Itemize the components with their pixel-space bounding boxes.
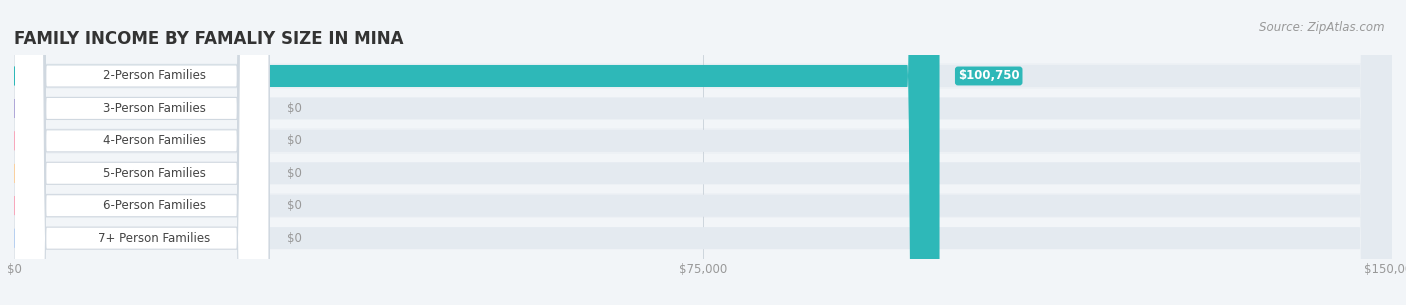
Text: 2-Person Families: 2-Person Families [103, 70, 205, 82]
Text: $0: $0 [287, 167, 302, 180]
FancyBboxPatch shape [14, 0, 1392, 305]
FancyBboxPatch shape [13, 161, 1393, 186]
FancyBboxPatch shape [14, 0, 939, 305]
FancyBboxPatch shape [14, 0, 269, 305]
FancyBboxPatch shape [14, 0, 1392, 305]
FancyBboxPatch shape [14, 0, 1392, 305]
FancyBboxPatch shape [13, 96, 1393, 121]
FancyBboxPatch shape [13, 128, 1393, 153]
FancyBboxPatch shape [14, 0, 269, 305]
Text: FAMILY INCOME BY FAMALIY SIZE IN MINA: FAMILY INCOME BY FAMALIY SIZE IN MINA [14, 30, 404, 48]
FancyBboxPatch shape [13, 193, 1393, 218]
Text: $0: $0 [287, 135, 302, 147]
FancyBboxPatch shape [13, 63, 1393, 89]
FancyBboxPatch shape [14, 0, 1392, 305]
Text: $0: $0 [287, 199, 302, 212]
FancyBboxPatch shape [14, 0, 269, 305]
Text: 5-Person Families: 5-Person Families [103, 167, 205, 180]
FancyBboxPatch shape [14, 0, 269, 305]
FancyBboxPatch shape [14, 0, 269, 305]
Text: 6-Person Families: 6-Person Families [103, 199, 205, 212]
FancyBboxPatch shape [14, 0, 269, 305]
Text: $0: $0 [287, 232, 302, 245]
FancyBboxPatch shape [14, 0, 1392, 305]
Text: 7+ Person Families: 7+ Person Families [98, 232, 211, 245]
FancyBboxPatch shape [14, 0, 1392, 305]
Text: $100,750: $100,750 [957, 70, 1019, 82]
Text: 3-Person Families: 3-Person Families [103, 102, 205, 115]
Text: $0: $0 [287, 102, 302, 115]
Text: 4-Person Families: 4-Person Families [103, 135, 205, 147]
FancyBboxPatch shape [13, 225, 1393, 251]
Text: Source: ZipAtlas.com: Source: ZipAtlas.com [1260, 21, 1385, 34]
